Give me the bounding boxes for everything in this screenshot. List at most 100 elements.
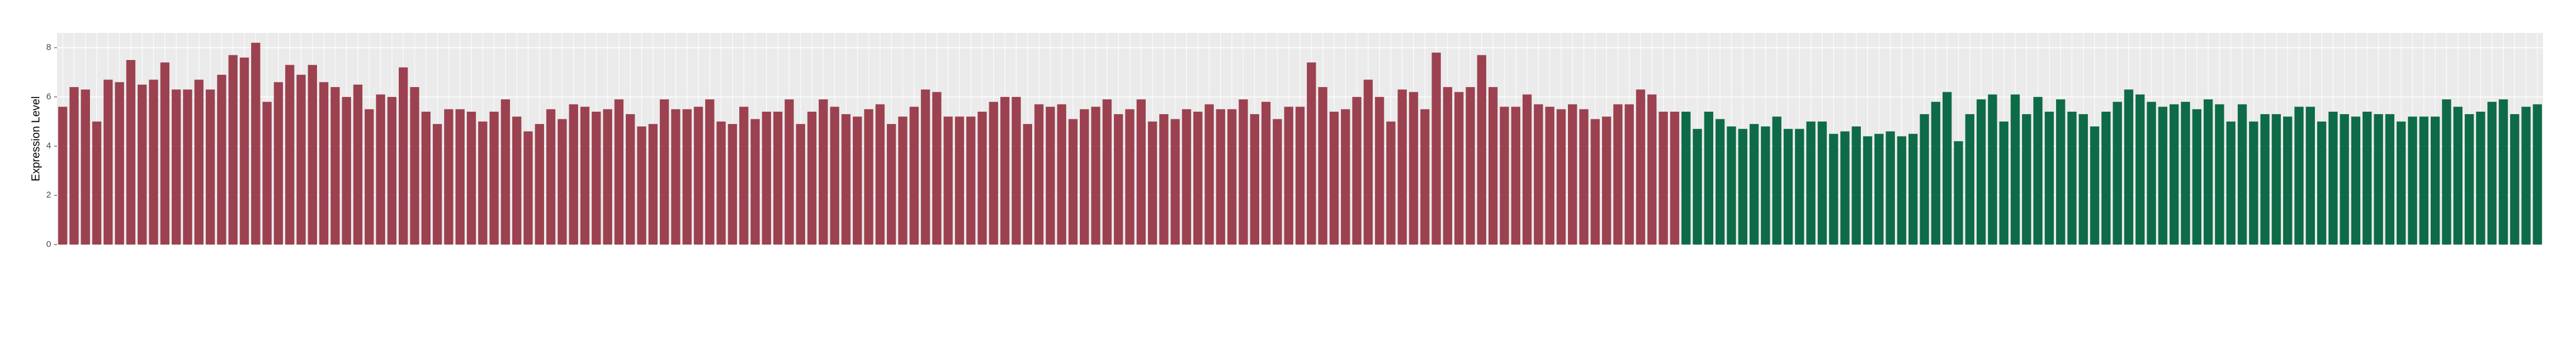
bar — [2215, 104, 2224, 245]
bar — [1034, 104, 1044, 245]
bar — [160, 62, 170, 245]
bar — [1159, 114, 1169, 245]
bar — [1374, 96, 1384, 245]
bar — [659, 99, 669, 245]
bar — [1102, 99, 1112, 245]
bar — [1999, 121, 2008, 245]
bar — [773, 111, 783, 245]
bar — [1783, 129, 1793, 245]
bar — [864, 109, 873, 245]
bar — [1601, 116, 1611, 245]
bar — [2397, 121, 2406, 245]
bar — [1307, 62, 1316, 245]
bar — [1454, 92, 1464, 245]
bar — [1942, 92, 1952, 245]
bar — [535, 123, 545, 245]
bar — [2453, 106, 2462, 245]
bar — [500, 99, 510, 245]
bar — [648, 123, 658, 245]
bar — [2408, 116, 2417, 245]
bar — [989, 102, 999, 245]
bar — [546, 109, 556, 245]
bar — [353, 84, 363, 245]
bar — [2022, 114, 2031, 245]
bar — [171, 89, 181, 245]
bar — [1908, 133, 1918, 245]
bar — [886, 123, 896, 245]
bar — [2158, 106, 2168, 245]
bar — [421, 111, 431, 245]
bar — [104, 79, 113, 245]
bar — [1386, 121, 1396, 245]
bar — [716, 121, 726, 245]
bar — [637, 126, 646, 245]
bar — [183, 89, 192, 245]
bar — [785, 99, 794, 245]
bar — [1443, 87, 1453, 245]
bar — [603, 109, 612, 245]
bar — [1727, 126, 1736, 245]
bar — [558, 119, 567, 245]
bar — [1647, 94, 1657, 245]
bar — [478, 121, 488, 245]
bar — [2113, 102, 2122, 245]
bar — [1522, 94, 1532, 245]
bar — [1295, 106, 1305, 245]
bar — [1182, 109, 1192, 245]
bar — [331, 87, 340, 245]
bar — [909, 106, 919, 245]
bar — [569, 104, 578, 245]
y-axis-label: Expression Level — [30, 96, 42, 182]
y-tick-label: 6 — [46, 92, 51, 102]
bar — [2078, 114, 2088, 245]
bar — [1749, 123, 1759, 245]
bar — [1874, 133, 1884, 245]
bar — [217, 75, 226, 245]
bar — [1659, 111, 1668, 245]
bar — [1545, 106, 1554, 245]
bar — [1500, 106, 1509, 245]
bar — [2249, 121, 2258, 245]
bar — [1590, 119, 1600, 245]
bar — [580, 106, 590, 245]
bar — [1931, 102, 1941, 245]
bar — [1409, 92, 1419, 245]
bar — [1340, 109, 1350, 245]
bar — [2430, 116, 2440, 245]
bar — [228, 55, 238, 245]
bar — [1397, 89, 1407, 245]
bar — [1897, 136, 1907, 245]
bar — [1613, 104, 1623, 245]
y-tick-label: 2 — [46, 190, 51, 200]
bar — [1556, 109, 1566, 245]
bar — [285, 65, 295, 245]
bar — [1693, 129, 1702, 245]
bar — [705, 99, 715, 245]
bar — [1920, 114, 1929, 245]
bar — [1068, 119, 1078, 245]
bar — [1147, 121, 1157, 245]
bar — [523, 131, 533, 245]
bar — [455, 109, 465, 245]
bar — [138, 84, 147, 245]
bar — [308, 65, 318, 245]
bar — [1965, 114, 1975, 245]
bar — [1534, 104, 1543, 245]
bar — [1239, 99, 1248, 245]
bar — [693, 106, 703, 245]
bar — [387, 96, 397, 245]
bar — [1851, 126, 1861, 245]
bar — [841, 114, 851, 245]
bar — [194, 79, 203, 245]
bar — [2476, 111, 2485, 245]
bar — [739, 106, 749, 245]
bar — [1284, 106, 1293, 245]
bar — [205, 89, 215, 245]
bar — [1170, 119, 1180, 245]
bar — [2464, 114, 2474, 245]
bar — [92, 121, 102, 245]
bar — [2226, 121, 2235, 245]
bar — [2192, 109, 2202, 245]
